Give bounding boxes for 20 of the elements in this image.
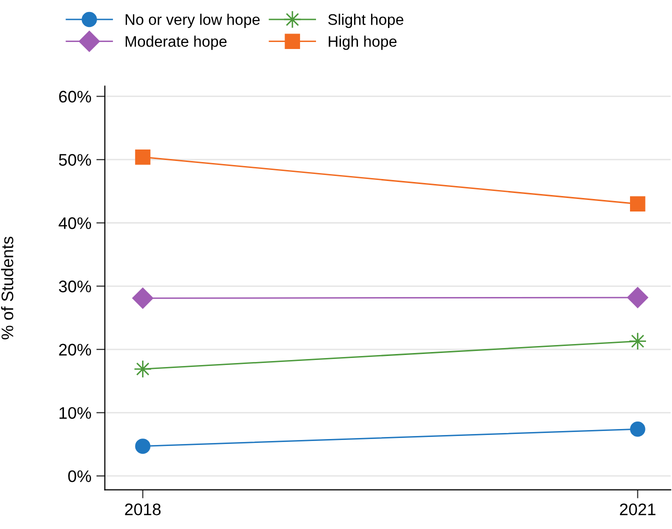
point (132, 288, 154, 309)
point (630, 421, 646, 437)
y-tick-label: 20% (59, 344, 92, 356)
legend-label: No or very low hope (126, 14, 260, 28)
y-tick-label: 60% (59, 90, 92, 103)
point (627, 287, 648, 308)
point (135, 438, 150, 454)
y-axis-title: % of Students (1, 236, 14, 340)
y-tick-label: 50% (58, 154, 92, 166)
y-tick-label: 0% (68, 470, 92, 482)
point (135, 149, 150, 165)
legend-label: High hope (328, 36, 397, 50)
y-tick-label: 30% (58, 280, 92, 292)
x-tick-label: 2018 (125, 503, 161, 516)
legend-label: Slight hope (328, 14, 404, 28)
point (630, 196, 646, 212)
legend-label: Moderate hope (126, 36, 227, 50)
x-tick-label: 2021 (620, 503, 656, 516)
y-tick-label: 10% (60, 407, 92, 419)
y-tick-label: 40% (58, 217, 92, 230)
